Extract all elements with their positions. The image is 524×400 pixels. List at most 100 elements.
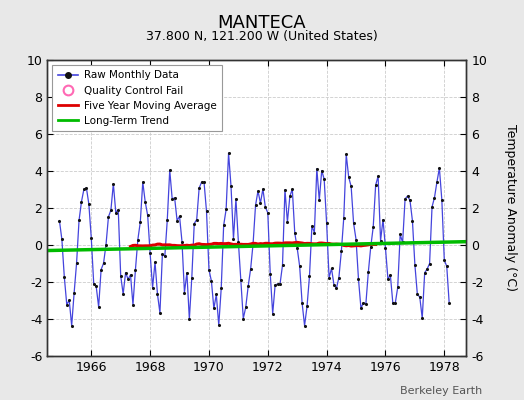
Point	[374, 173, 383, 179]
Point	[65, 297, 73, 304]
Point	[438, 197, 446, 203]
Point	[386, 272, 395, 278]
Point	[227, 183, 235, 190]
Point	[119, 291, 127, 297]
Point	[274, 281, 282, 287]
Point	[440, 257, 449, 264]
Point	[131, 267, 139, 273]
Point	[254, 188, 262, 194]
Point	[367, 244, 375, 250]
Point	[320, 176, 329, 182]
Point	[381, 245, 390, 251]
Point	[357, 305, 365, 312]
Point	[362, 301, 370, 307]
Point	[408, 218, 417, 224]
Point	[156, 310, 164, 316]
Point	[271, 282, 279, 288]
Point	[154, 291, 162, 297]
Point	[176, 213, 184, 220]
Point	[224, 150, 233, 156]
Point	[138, 179, 147, 185]
Legend: Raw Monthly Data, Quality Control Fail, Five Year Moving Average, Long-Term Tren: Raw Monthly Data, Quality Control Fail, …	[52, 65, 222, 131]
Point	[173, 217, 181, 224]
Point	[62, 302, 71, 308]
Point	[141, 199, 149, 205]
Point	[104, 214, 113, 220]
Point	[168, 196, 177, 202]
Point	[82, 185, 91, 191]
Point	[396, 231, 405, 238]
Point	[90, 281, 98, 287]
Point	[337, 248, 345, 255]
Point	[394, 284, 402, 290]
Point	[102, 242, 110, 248]
Point	[230, 236, 238, 242]
Point	[315, 197, 323, 204]
Point	[344, 174, 353, 180]
Point	[68, 322, 76, 329]
Point	[443, 263, 451, 270]
Point	[126, 272, 135, 278]
Point	[198, 179, 206, 185]
Point	[259, 186, 267, 192]
Point	[308, 223, 316, 229]
Point	[200, 179, 208, 186]
Point	[296, 263, 304, 270]
Point	[114, 206, 123, 213]
Point	[340, 214, 348, 221]
Point	[305, 273, 314, 280]
Point	[205, 266, 213, 273]
Point	[80, 186, 88, 192]
Point	[268, 310, 277, 317]
Point	[234, 238, 243, 245]
Point	[70, 290, 78, 296]
Point	[433, 179, 441, 185]
Point	[420, 270, 429, 276]
Point	[435, 165, 444, 171]
Point	[372, 182, 380, 188]
Point	[310, 230, 319, 236]
Point	[300, 322, 309, 329]
Point	[244, 283, 253, 290]
Point	[332, 285, 341, 292]
Point	[261, 204, 269, 210]
Point	[330, 282, 338, 288]
Point	[72, 260, 81, 266]
Point	[188, 274, 196, 281]
Point	[94, 304, 103, 310]
Point	[148, 285, 157, 291]
Point	[413, 291, 421, 297]
Point	[166, 167, 174, 173]
Point	[369, 224, 377, 230]
Point	[398, 239, 407, 246]
Point	[322, 220, 331, 226]
Point	[418, 315, 427, 322]
Point	[425, 260, 434, 267]
Point	[210, 305, 218, 312]
Point	[303, 303, 311, 310]
Point	[85, 201, 93, 207]
Point	[283, 219, 291, 225]
Point	[170, 195, 179, 201]
Point	[75, 217, 83, 224]
Point	[249, 240, 257, 247]
Point	[364, 269, 373, 276]
Point	[266, 270, 275, 277]
Point	[202, 208, 211, 214]
Point	[281, 186, 289, 193]
Y-axis label: Temperature Anomaly (°C): Temperature Anomaly (°C)	[504, 124, 517, 292]
Point	[391, 300, 399, 306]
Point	[335, 274, 343, 281]
Point	[136, 219, 145, 225]
Point	[239, 315, 247, 322]
Point	[87, 235, 95, 241]
Point	[264, 210, 272, 216]
Point	[58, 236, 66, 242]
Point	[354, 276, 363, 282]
Point	[384, 276, 392, 282]
Point	[122, 269, 130, 276]
Point	[214, 322, 223, 328]
Point	[232, 196, 240, 202]
Point	[55, 218, 63, 224]
Point	[401, 196, 409, 202]
